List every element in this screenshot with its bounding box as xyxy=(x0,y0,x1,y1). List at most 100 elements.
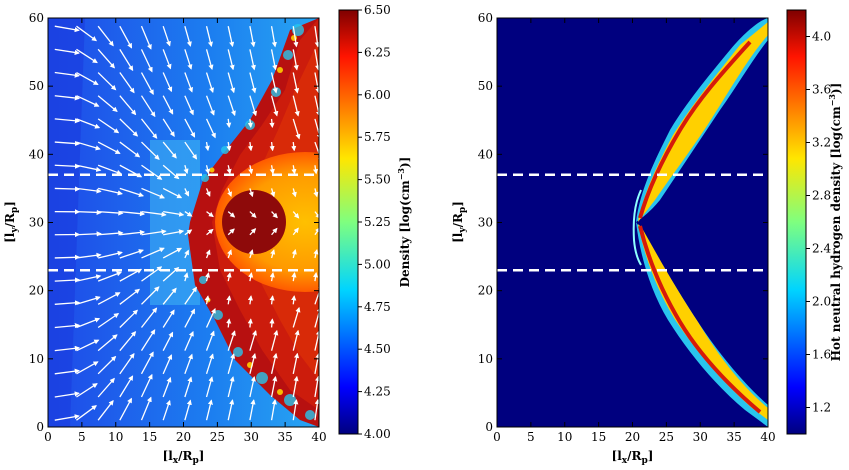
velocity-arrow xyxy=(76,164,102,172)
velocity-arrow xyxy=(227,249,233,259)
velocity-arrow xyxy=(248,188,254,198)
velocity-arrow xyxy=(249,330,258,351)
velocity-arrow xyxy=(140,49,153,73)
x-tick-label: 15 xyxy=(142,430,157,444)
velocity-arrow xyxy=(227,188,233,198)
velocity-arrow xyxy=(249,211,257,218)
velocity-arrow xyxy=(76,295,101,305)
x-tick-label: 30 xyxy=(693,430,708,444)
velocity-arrow xyxy=(141,210,167,217)
velocity-arrow xyxy=(227,72,236,94)
velocity-arrow xyxy=(205,330,215,351)
velocity-arrow xyxy=(291,165,297,175)
velocity-arrow xyxy=(204,165,211,175)
velocity-arrow xyxy=(97,334,118,352)
velocity-arrow xyxy=(184,26,192,47)
y-tick-label: 0 xyxy=(485,420,493,434)
y-tick-label: 10 xyxy=(478,352,493,366)
velocity-arrow xyxy=(291,141,297,152)
x-tick-label: 5 xyxy=(78,430,86,444)
velocity-arrow xyxy=(141,187,165,199)
colorbar-tick-label: 6.25 xyxy=(364,45,391,59)
velocity-arrow xyxy=(140,25,152,50)
colorbar-tick-label: 6.50 xyxy=(364,3,391,17)
velocity-arrow xyxy=(54,71,80,78)
velocity-arrow xyxy=(119,331,137,352)
velocity-arrow xyxy=(292,211,300,219)
velocity-arrow xyxy=(269,118,275,129)
colorbar-tick-label: 2.8 xyxy=(812,189,831,203)
velocity-arrow xyxy=(97,399,114,421)
velocity-arrow xyxy=(226,165,232,175)
colorbar-tick-label: 3.6 xyxy=(812,83,831,97)
y-tick-label: 10 xyxy=(29,352,44,366)
velocity-arrow xyxy=(227,330,236,351)
velocity-arrow xyxy=(184,399,192,421)
velocity-arrow xyxy=(270,72,278,94)
velocity-arrow xyxy=(226,318,232,328)
velocity-arrow xyxy=(76,383,98,398)
colorbar-tick-label: 4.50 xyxy=(364,342,391,356)
velocity-arrow xyxy=(76,187,102,194)
velocity-arrow xyxy=(119,397,133,421)
velocity-arrow xyxy=(119,288,141,305)
velocity-arrow xyxy=(184,211,193,217)
colorbar-tick-label: 5.50 xyxy=(364,173,391,187)
velocity-arrow xyxy=(205,95,215,116)
velocity-arrow xyxy=(205,49,214,71)
velocity-arrow xyxy=(76,361,99,375)
velocity-arrow xyxy=(162,95,174,115)
velocity-arrow xyxy=(97,187,123,196)
velocity-arrow xyxy=(162,266,180,282)
velocity-arrow xyxy=(247,141,254,152)
velocity-arrow xyxy=(248,249,254,259)
density-colorbar xyxy=(338,9,359,435)
velocity-arrow xyxy=(184,72,193,93)
velocity-arrow xyxy=(76,71,99,85)
velocity-arrow xyxy=(292,398,299,421)
x-tick-label: 0 xyxy=(44,430,52,444)
velocity-arrow xyxy=(184,376,193,398)
velocity-arrow xyxy=(227,353,236,375)
y-tick-label: 20 xyxy=(478,284,493,298)
velocity-arrow xyxy=(226,295,232,305)
x-tick-label: 15 xyxy=(591,430,606,444)
hydrogen-panel: 0 5 10 15 20 25 30 35 40 0 10 20 30 40 50 60 [lx/Rp] [l… xyxy=(451,9,843,466)
velocity-arrow xyxy=(292,306,301,328)
velocity-arrow xyxy=(226,118,232,129)
velocity-arrow xyxy=(163,229,185,236)
density-heatmap xyxy=(48,18,319,427)
velocity-arrow xyxy=(314,284,319,305)
density-axis-ticks: 0 5 10 15 20 25 30 35 40 0 10 20 30 40 50 60 xyxy=(29,11,327,444)
y-tick-label: 0 xyxy=(36,420,44,434)
velocity-arrow xyxy=(140,351,154,375)
hydrogen-colorbar xyxy=(786,9,807,435)
colorbar-tick-label: 4.0 xyxy=(812,30,831,44)
velocity-arrow xyxy=(269,318,275,328)
velocity-arrow xyxy=(97,118,120,134)
colorbar-tick-label: 1.2 xyxy=(812,401,831,415)
velocity-arrow xyxy=(140,396,152,421)
velocity-arrow xyxy=(184,49,193,70)
velocity-arrow xyxy=(162,331,174,351)
velocity-arrow xyxy=(205,26,213,48)
velocity-arrow xyxy=(76,141,101,151)
velocity-arrow xyxy=(119,72,135,94)
velocity-arrow xyxy=(140,329,156,352)
velocity-arrow xyxy=(76,405,97,421)
x-tick-label: 40 xyxy=(760,430,775,444)
velocity-arrow xyxy=(313,188,319,198)
hydrogen-ylabel: [ly/Rp] xyxy=(451,201,468,243)
velocity-arrow xyxy=(97,164,122,175)
x-tick-label: 10 xyxy=(557,430,572,444)
velocity-arrow xyxy=(54,300,81,306)
velocity-arrow xyxy=(248,272,254,282)
hydrogen-colorbar-label: Hot neutral hydrogen density [log(cm−3)] xyxy=(827,83,843,362)
velocity-arrow xyxy=(97,292,121,305)
y-tick-label: 20 xyxy=(29,284,44,298)
velocity-arrow xyxy=(97,250,123,259)
velocity-arrow xyxy=(184,353,193,375)
velocity-arrow xyxy=(119,95,137,116)
velocity-arrow xyxy=(119,352,135,375)
velocity-arrow xyxy=(314,118,319,140)
